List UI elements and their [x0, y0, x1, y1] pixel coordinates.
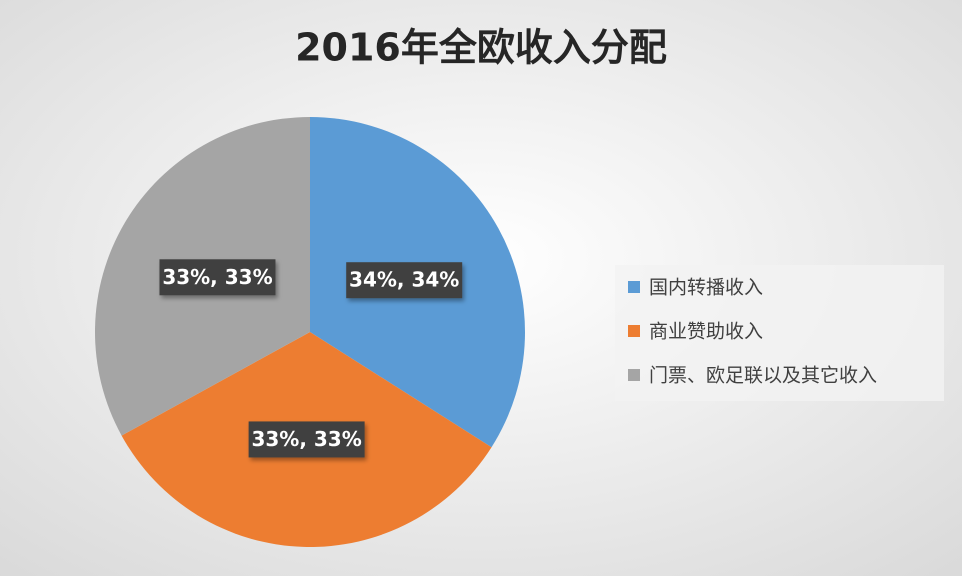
chart-title: 2016年全欧收入分配	[295, 26, 667, 70]
label-box	[248, 421, 365, 458]
data-label: 33%, 33%	[159, 259, 276, 296]
legend-swatch	[628, 369, 640, 381]
data-label: 33%, 33%	[248, 421, 365, 458]
data-label-text: 33%, 33%	[251, 427, 361, 451]
legend-label: 国内转播收入	[649, 277, 763, 299]
data-label: 34%, 34%	[346, 262, 463, 299]
legend-box	[615, 265, 944, 401]
legend-swatch	[628, 325, 640, 337]
data-label-text: 34%, 34%	[349, 268, 459, 292]
data-label-text: 33%, 33%	[162, 265, 272, 289]
legend-label: 门票、欧足联以及其它收入	[649, 365, 877, 387]
legend-label: 商业赞助收入	[649, 321, 763, 343]
label-box	[159, 259, 276, 296]
label-box	[346, 262, 463, 299]
legend-swatch	[628, 281, 640, 293]
